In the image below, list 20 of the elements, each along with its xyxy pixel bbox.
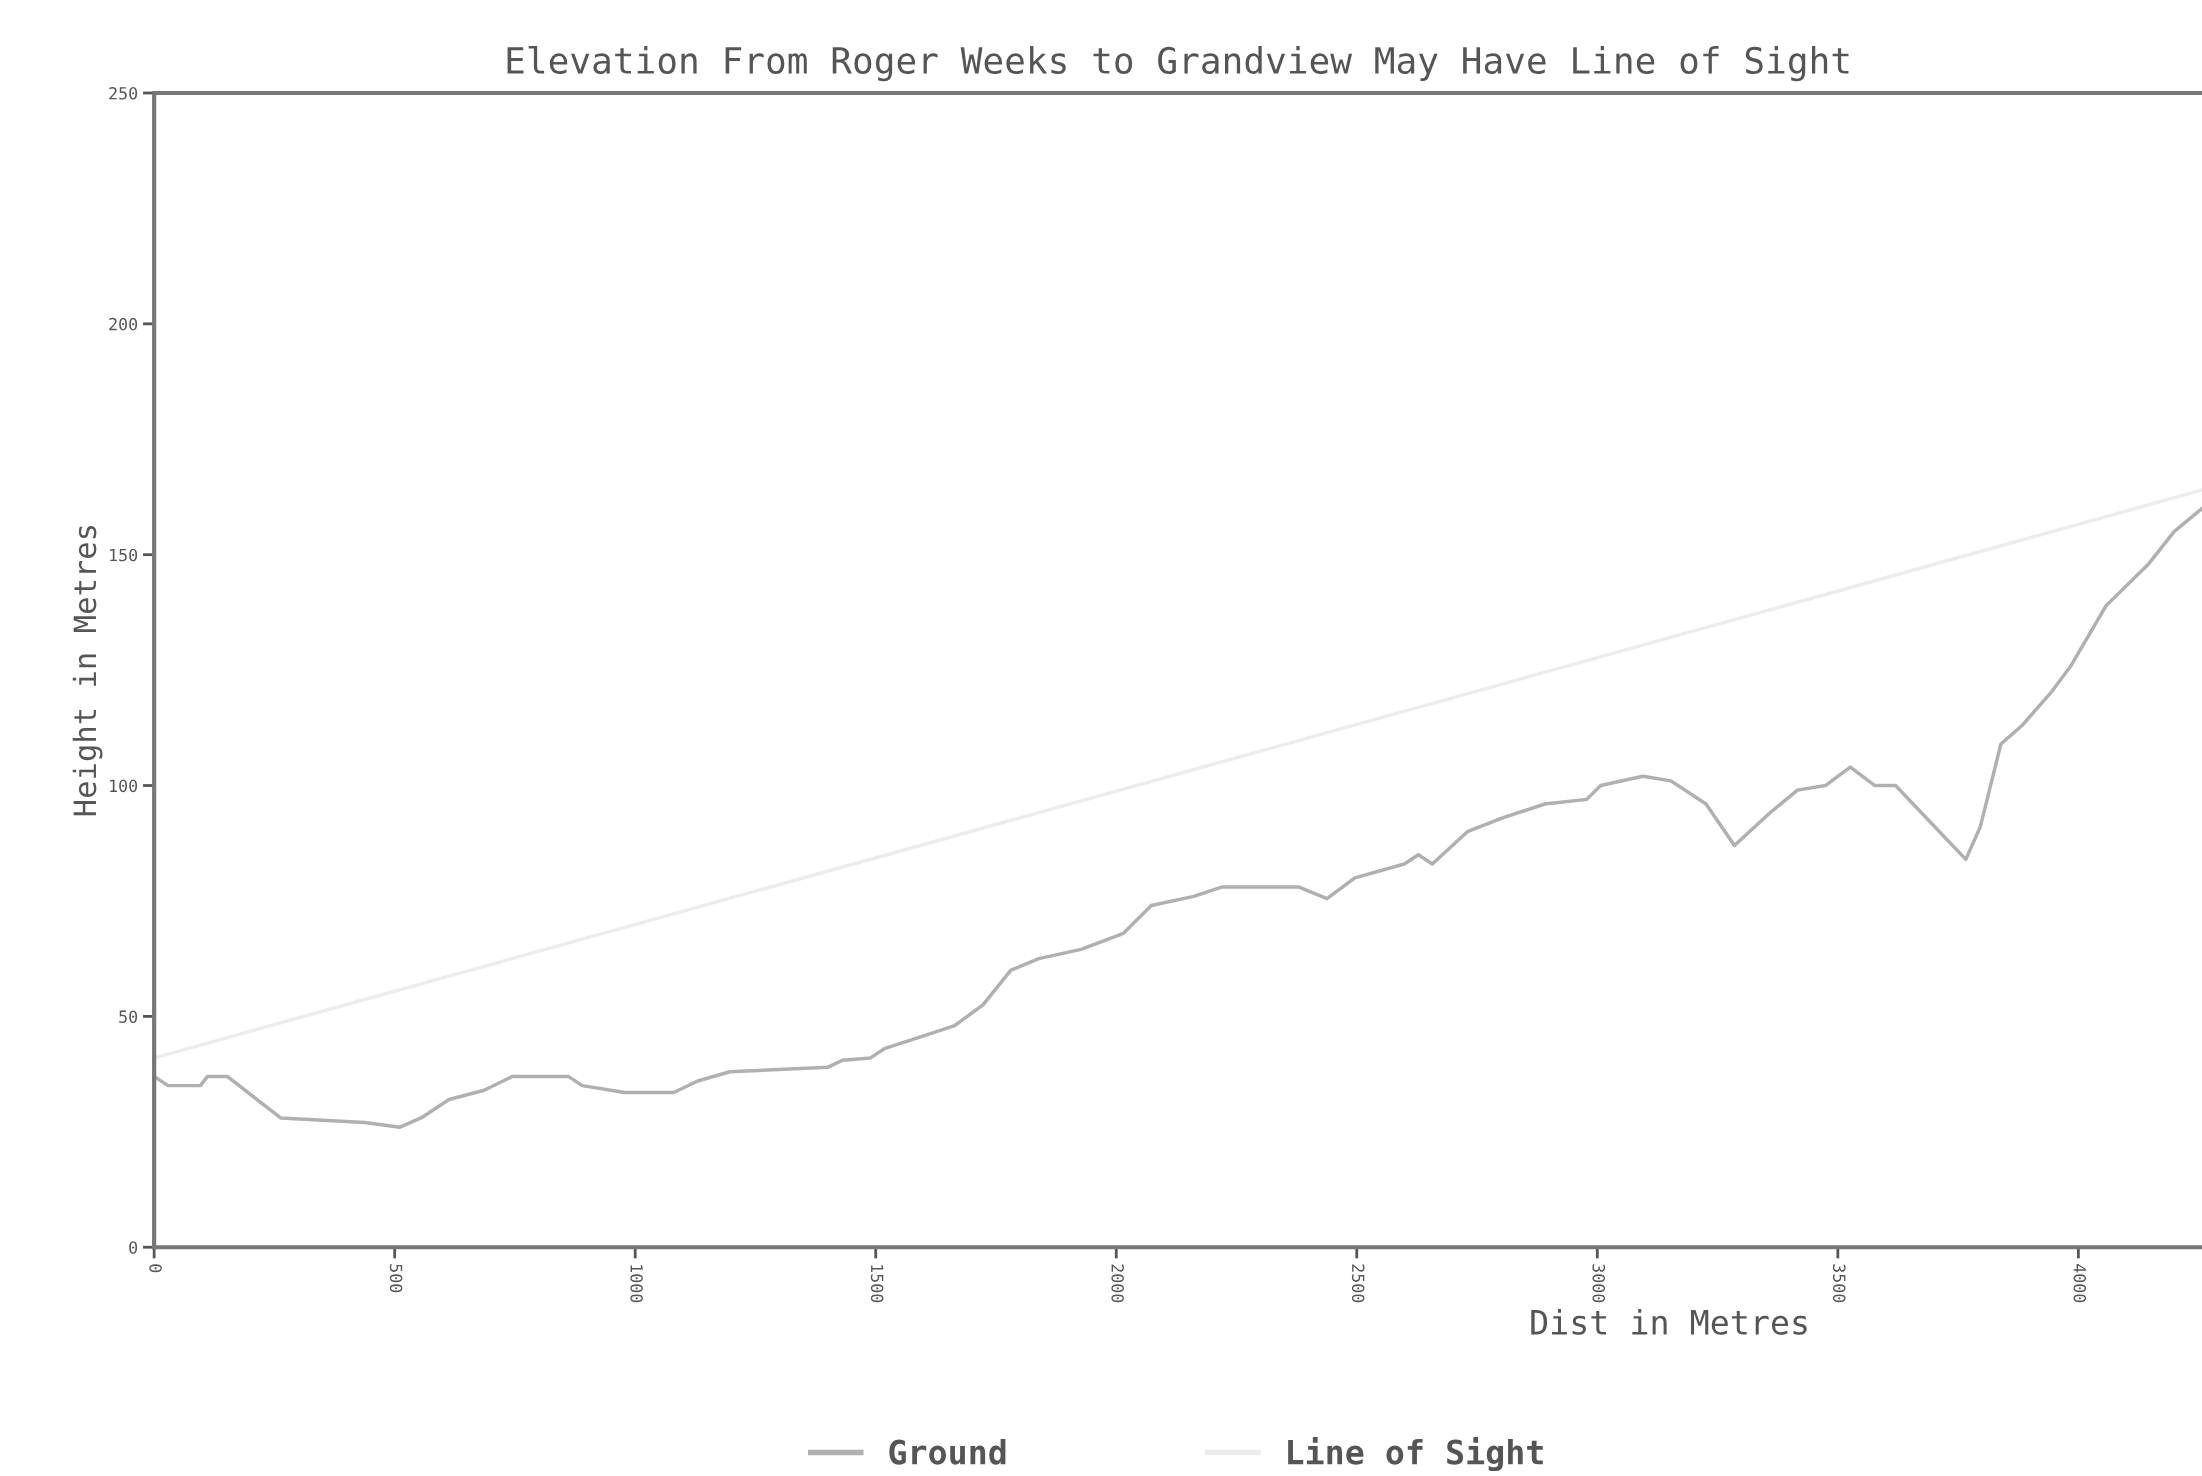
x-tick-label: 1500 (870, 1265, 884, 1303)
y-tick-label: 50 (119, 1010, 138, 1023)
y-tick-label: 150 (110, 548, 138, 562)
x-tick-label: 4000 (2073, 1264, 2087, 1303)
y-axis-title: Height in Metres (72, 525, 103, 816)
x-tick-label: 500 (389, 1264, 403, 1293)
y-tick-label: 250 (109, 86, 138, 100)
x-tick-label: 0 (149, 1264, 162, 1273)
y-tick-label: 200 (109, 317, 138, 331)
x-tick-label: 2000 (1111, 1264, 1124, 1303)
legend-label: Line of Sight (1288, 1437, 1543, 1472)
y-tick-label: 100 (110, 779, 138, 793)
x-tick-label: 3000 (1592, 1264, 1606, 1303)
x-tick-label: 3500 (1832, 1264, 1846, 1303)
x-tick-label: 1000 (630, 1265, 643, 1303)
x-axis-title: Dist in Metres (1531, 1309, 1807, 1335)
legend-label: Ground (889, 1438, 1006, 1465)
y-tick-label: 0 (129, 1241, 138, 1254)
chart-title: Elevation From Roger Weeks to Grandview May Have Line of Sight (507, 45, 1849, 82)
x-tick-label: 2500 (1351, 1264, 1365, 1303)
